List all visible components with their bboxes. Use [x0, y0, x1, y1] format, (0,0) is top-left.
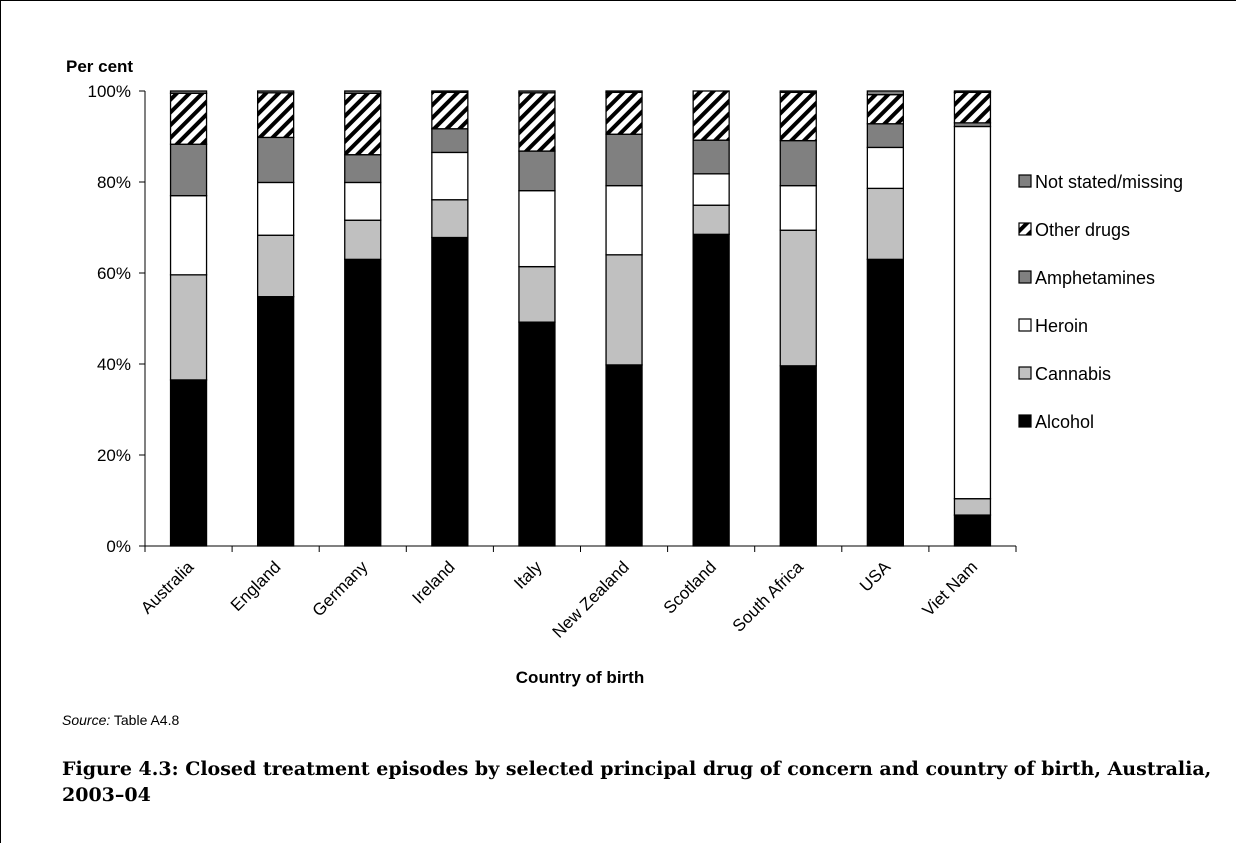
- bar-segment-other-drugs: [692, 90, 730, 141]
- y-tick-label: 80%: [97, 173, 131, 192]
- bar-segment-cannabis: [779, 229, 817, 367]
- bar-segment-alcohol: [518, 321, 556, 547]
- bar-segment-cannabis: [605, 254, 643, 366]
- y-axis-label: Per cent: [66, 57, 133, 76]
- bar-segment-not-stated-missing: [518, 90, 556, 94]
- bar-segment-other-drugs: [256, 92, 295, 139]
- x-tick-label: Germany: [309, 557, 372, 620]
- stacked-bar-chart: Per cent 0% 20% 40% 60% 80% 100% Australia Eng…: [66, 57, 1183, 687]
- bar-segment-heroin: [518, 189, 556, 268]
- y-tick-label: 100%: [88, 82, 131, 101]
- bar-segment-heroin: [605, 184, 643, 256]
- x-tick-label: Viet Nam: [919, 557, 982, 620]
- legend-swatch-other-drugs: [1018, 222, 1032, 236]
- x-tick-label: South Africa: [729, 557, 808, 636]
- bar-segment-cannabis: [256, 234, 295, 298]
- bar-segment-not-stated-missing: [169, 90, 208, 94]
- bar-segment-not-stated-missing: [431, 90, 469, 94]
- bar-segment-amphetamines: [692, 139, 730, 175]
- bar-segment-other-drugs: [605, 91, 643, 135]
- legend-label-heroin: Heroin: [1035, 316, 1088, 336]
- bar-segment-cannabis: [169, 274, 208, 381]
- bar-segment-not-stated-missing: [866, 90, 904, 96]
- bar-segment-heroin: [431, 151, 469, 201]
- x-tick-label: Scotland: [660, 557, 720, 617]
- legend-label-not-stated-missing: Not stated/missing: [1035, 172, 1183, 192]
- bar-segment-alcohol: [866, 258, 904, 547]
- bar-segment-cannabis: [344, 219, 382, 261]
- bar-segment-amphetamines: [431, 128, 469, 154]
- legend-swatch-cannabis: [1018, 366, 1032, 380]
- bar-segment-other-drugs: [866, 93, 904, 125]
- y-axis: 0% 20% 40% 60% 80% 100%: [88, 82, 146, 556]
- bar-segment-amphetamines: [256, 136, 295, 184]
- figure-caption: Figure 4.3: Closed treatment episodes by…: [62, 758, 1212, 807]
- y-tick-label: 60%: [97, 264, 131, 283]
- legend-swatch-alcohol: [1018, 414, 1032, 428]
- bar-segment-not-stated-missing: [256, 90, 295, 94]
- bar-segment-heroin: [779, 184, 817, 231]
- bar-segment-alcohol: [256, 296, 295, 547]
- x-tick-label: New Zealand: [549, 557, 633, 641]
- bar-segment-cannabis: [953, 498, 992, 516]
- bar-segment-cannabis: [431, 199, 469, 239]
- bar-segment-heroin: [866, 146, 904, 190]
- y-tick-label: 20%: [97, 446, 131, 465]
- legend-swatch-not-stated-missing: [1018, 174, 1032, 188]
- bar-segment-other-drugs: [518, 92, 556, 152]
- bar-segment-amphetamines: [605, 133, 643, 187]
- y-tick-label: 0%: [106, 537, 131, 556]
- bar-segment-not-stated-missing: [605, 90, 643, 94]
- bar-segment-cannabis: [692, 204, 730, 235]
- bar-segment-heroin: [256, 181, 295, 236]
- bar-segment-other-drugs: [779, 91, 817, 142]
- bar-segment-alcohol: [692, 233, 730, 547]
- bar-segment-cannabis: [518, 265, 556, 323]
- legend-swatch-amphetamines: [1018, 270, 1032, 284]
- bar-segment-alcohol: [605, 364, 643, 547]
- bar-segment-not-stated-missing: [344, 90, 382, 94]
- x-tick-label: Ireland: [408, 557, 458, 607]
- legend-label-alcohol: Alcohol: [1035, 412, 1094, 432]
- bar-segment-heroin: [692, 173, 730, 206]
- legend-label-other-drugs: Other drugs: [1035, 220, 1130, 240]
- legend-label-cannabis: Cannabis: [1035, 364, 1111, 384]
- x-tick-label: Australia: [137, 557, 198, 618]
- bar-segment-amphetamines: [866, 123, 904, 149]
- bar-segment-heroin: [953, 125, 992, 500]
- bar-segment-amphetamines: [344, 154, 382, 184]
- bar-segment-amphetamines: [779, 139, 817, 187]
- bar-segment-other-drugs: [169, 92, 208, 145]
- bar-segment-alcohol: [953, 514, 992, 547]
- bar-segment-other-drugs: [344, 92, 382, 156]
- bar-segment-alcohol: [779, 365, 817, 547]
- x-axis-label: Country of birth: [516, 668, 644, 687]
- bar-segment-other-drugs: [431, 91, 469, 130]
- bar-segment-not-stated-missing: [953, 90, 992, 94]
- bar-segment-heroin: [169, 194, 208, 276]
- bar-segment-amphetamines: [518, 150, 556, 192]
- bar-segment-amphetamines: [169, 143, 208, 197]
- source-text: Table A4.8: [110, 712, 180, 728]
- bar-segment-not-stated-missing: [779, 90, 817, 94]
- x-tick-label: Italy: [510, 557, 546, 593]
- y-tick-label: 40%: [97, 355, 131, 374]
- x-tick-label: USA: [856, 557, 895, 596]
- bars-group: [169, 90, 992, 547]
- bar-segment-alcohol: [431, 236, 469, 547]
- legend-swatch-heroin: [1018, 318, 1032, 332]
- bar-segment-heroin: [344, 181, 382, 221]
- bar-segment-alcohol: [344, 258, 382, 547]
- x-tick-label: England: [227, 557, 285, 615]
- x-axis: Australia England Germany Ireland Italy New Z…: [137, 545, 1017, 642]
- bar-segment-cannabis: [866, 187, 904, 260]
- bar-segment-alcohol: [169, 379, 208, 547]
- legend: Not stated/missing Other drugs Amphetamine…: [1018, 172, 1183, 432]
- bar-segment-other-drugs: [953, 91, 992, 124]
- source-prefix: Source:: [62, 712, 111, 728]
- legend-label-amphetamines: Amphetamines: [1035, 268, 1155, 288]
- source-note: Source: Table A4.8: [62, 712, 179, 728]
